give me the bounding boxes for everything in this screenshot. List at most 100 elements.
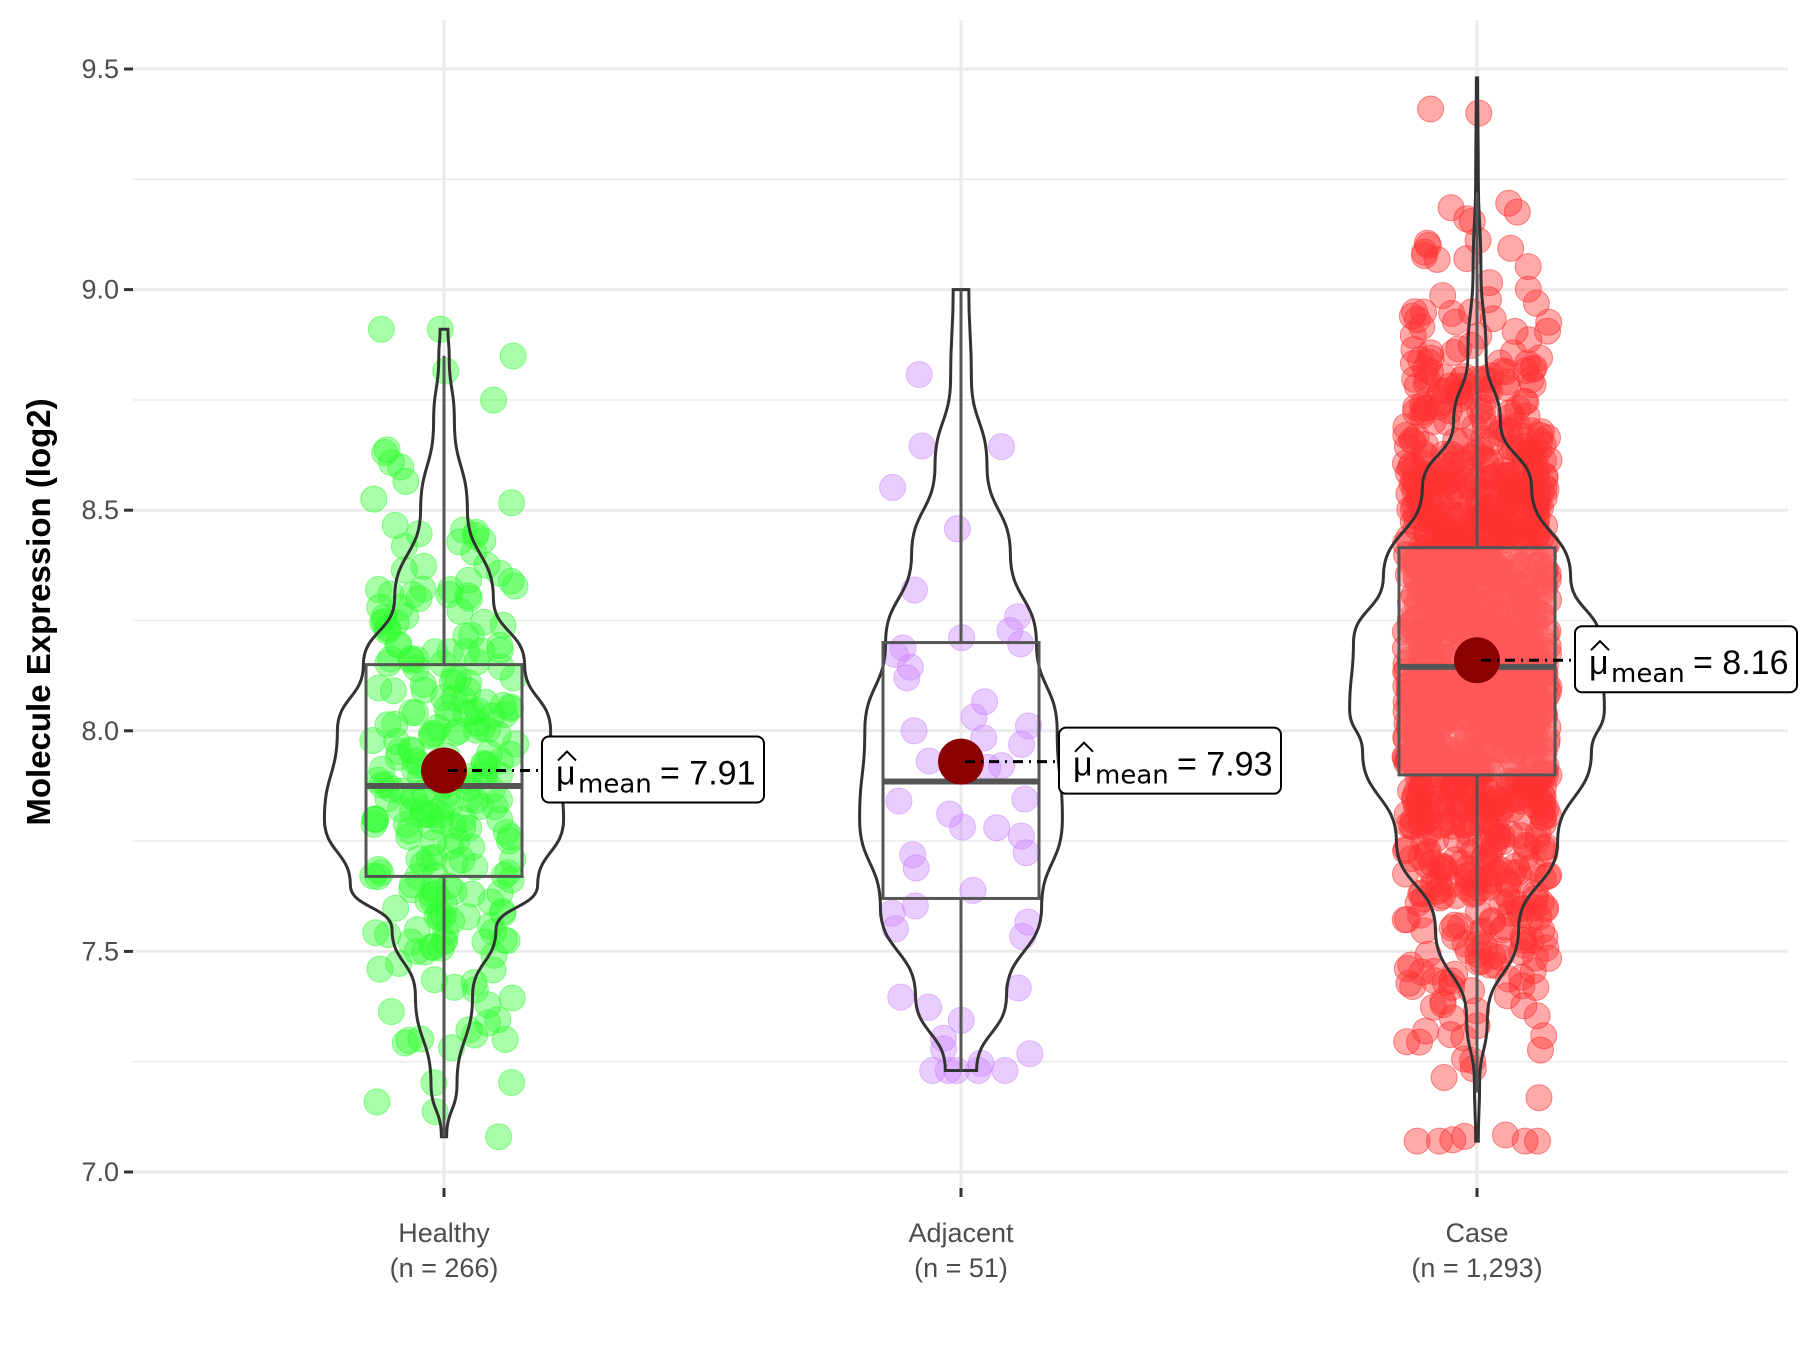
data-point (1004, 974, 1032, 1002)
data-point (480, 386, 507, 414)
data-point (1441, 911, 1469, 939)
data-point (1488, 794, 1516, 821)
data-point (1400, 785, 1428, 813)
data-point (1469, 719, 1497, 747)
data-point (1408, 313, 1436, 341)
data-point (1410, 298, 1438, 326)
data-point (1531, 924, 1559, 951)
hat-icon (1074, 741, 1094, 753)
data-point (1430, 1064, 1458, 1091)
data-point (496, 695, 524, 723)
data-point (1414, 232, 1442, 259)
data-point (1419, 572, 1446, 600)
x-tick-label: Adjacent (908, 1218, 1014, 1248)
data-point (889, 634, 917, 662)
data-point (899, 841, 927, 869)
data-point (499, 342, 527, 370)
data-point (943, 515, 971, 543)
data-point (1460, 414, 1488, 441)
data-point (1503, 198, 1531, 226)
data-point (461, 853, 489, 881)
data-point (1439, 1126, 1467, 1154)
data-point (367, 315, 395, 343)
data-point (362, 919, 390, 947)
data-point (1471, 411, 1499, 439)
data-point (893, 664, 921, 692)
data-point (498, 489, 526, 517)
data-point (1443, 826, 1470, 854)
mean-value: = 7.93 (1177, 746, 1272, 784)
data-point (436, 638, 464, 666)
data-point (1475, 867, 1503, 895)
group-adjacent: μ mean = 7.93 (858, 288, 1282, 1084)
data-point (374, 615, 402, 643)
group-case: μ mean = 8.16 (1348, 76, 1798, 1155)
data-point (421, 1098, 449, 1126)
data-point (1514, 275, 1542, 303)
data-point (1445, 335, 1473, 363)
data-point (1422, 825, 1450, 853)
data-point (485, 1123, 513, 1151)
data-point (491, 1026, 519, 1053)
data-point (1410, 242, 1438, 270)
data-point (1485, 788, 1513, 816)
data-point (1529, 783, 1557, 811)
data-point (1015, 712, 1042, 740)
data-point (1524, 1127, 1551, 1155)
data-point (1478, 906, 1506, 934)
data-point (496, 827, 523, 855)
data-point (1455, 739, 1483, 767)
x-tick-sample-size: (n = 266) (390, 1253, 499, 1283)
data-point (1496, 772, 1524, 800)
violin-outline (858, 288, 1064, 1073)
data-point (1534, 317, 1561, 345)
data-point (414, 887, 442, 915)
data-point (991, 1057, 1019, 1084)
data-point (1438, 299, 1466, 327)
data-point (902, 854, 930, 882)
data-point (1407, 812, 1435, 839)
data-point (901, 892, 929, 920)
data-point (433, 694, 461, 722)
mean-label-box (541, 735, 765, 804)
data-point (486, 879, 514, 907)
data-point (439, 812, 467, 840)
mean-value: = 8.16 (1693, 644, 1788, 682)
data-point (402, 654, 430, 682)
mean-label: μ mean = 7.91 (541, 735, 765, 804)
data-point (1522, 289, 1550, 317)
data-point (1532, 556, 1560, 584)
data-point (1408, 538, 1436, 566)
data-point (444, 717, 472, 745)
data-point (381, 511, 409, 539)
data-point (454, 582, 482, 610)
data-point (1528, 916, 1556, 944)
data-point (1440, 339, 1468, 366)
data-point (1436, 483, 1464, 511)
data-point (1422, 608, 1450, 636)
data-point (379, 677, 407, 705)
mean-subscript: mean (1095, 761, 1169, 791)
data-point (479, 918, 507, 946)
data-point (1421, 967, 1448, 995)
data-point (1433, 457, 1461, 485)
data-point (1443, 786, 1471, 814)
data-point (1410, 395, 1438, 423)
data-point (1417, 339, 1445, 367)
data-point (905, 361, 933, 388)
data-point (440, 973, 468, 1001)
data-point (1506, 470, 1534, 498)
data-point (417, 720, 445, 748)
mean-value: = 7.91 (660, 755, 755, 793)
mean-label: μ mean = 7.93 (1058, 726, 1282, 795)
mean-symbol: μ (1073, 746, 1093, 784)
y-axis-title: Molecule Expression (log2) (20, 398, 57, 825)
data-point (455, 669, 482, 697)
data-point (1532, 795, 1560, 823)
data-point (885, 787, 913, 815)
data-point (365, 576, 392, 603)
y-tick-label: 8.5 (81, 495, 119, 525)
data-point (470, 608, 498, 636)
x-tick-label: Healthy (398, 1218, 490, 1248)
data-point (1508, 972, 1536, 1000)
